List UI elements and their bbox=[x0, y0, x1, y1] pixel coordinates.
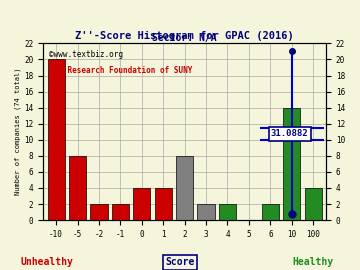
Text: Healthy: Healthy bbox=[293, 257, 334, 267]
Text: 31.0882: 31.0882 bbox=[271, 129, 309, 138]
Bar bbox=[48, 59, 65, 220]
Text: ©www.textbiz.org: ©www.textbiz.org bbox=[49, 50, 123, 59]
Bar bbox=[133, 188, 150, 220]
Bar bbox=[176, 156, 193, 220]
Text: The Research Foundation of SUNY: The Research Foundation of SUNY bbox=[49, 66, 192, 75]
Bar bbox=[112, 204, 129, 220]
Bar bbox=[283, 108, 300, 220]
Text: Unhealthy: Unhealthy bbox=[21, 257, 73, 267]
Title: Z''-Score Histogram for GPAC (2016): Z''-Score Histogram for GPAC (2016) bbox=[75, 31, 294, 41]
Text: Score: Score bbox=[165, 257, 195, 267]
Bar bbox=[262, 204, 279, 220]
Bar bbox=[198, 204, 215, 220]
Bar bbox=[90, 204, 108, 220]
Bar bbox=[219, 204, 236, 220]
Bar bbox=[155, 188, 172, 220]
Bar bbox=[305, 188, 322, 220]
Y-axis label: Number of companies (74 total): Number of companies (74 total) bbox=[15, 68, 22, 195]
Bar bbox=[69, 156, 86, 220]
Text: Sector: N/A: Sector: N/A bbox=[152, 32, 217, 42]
